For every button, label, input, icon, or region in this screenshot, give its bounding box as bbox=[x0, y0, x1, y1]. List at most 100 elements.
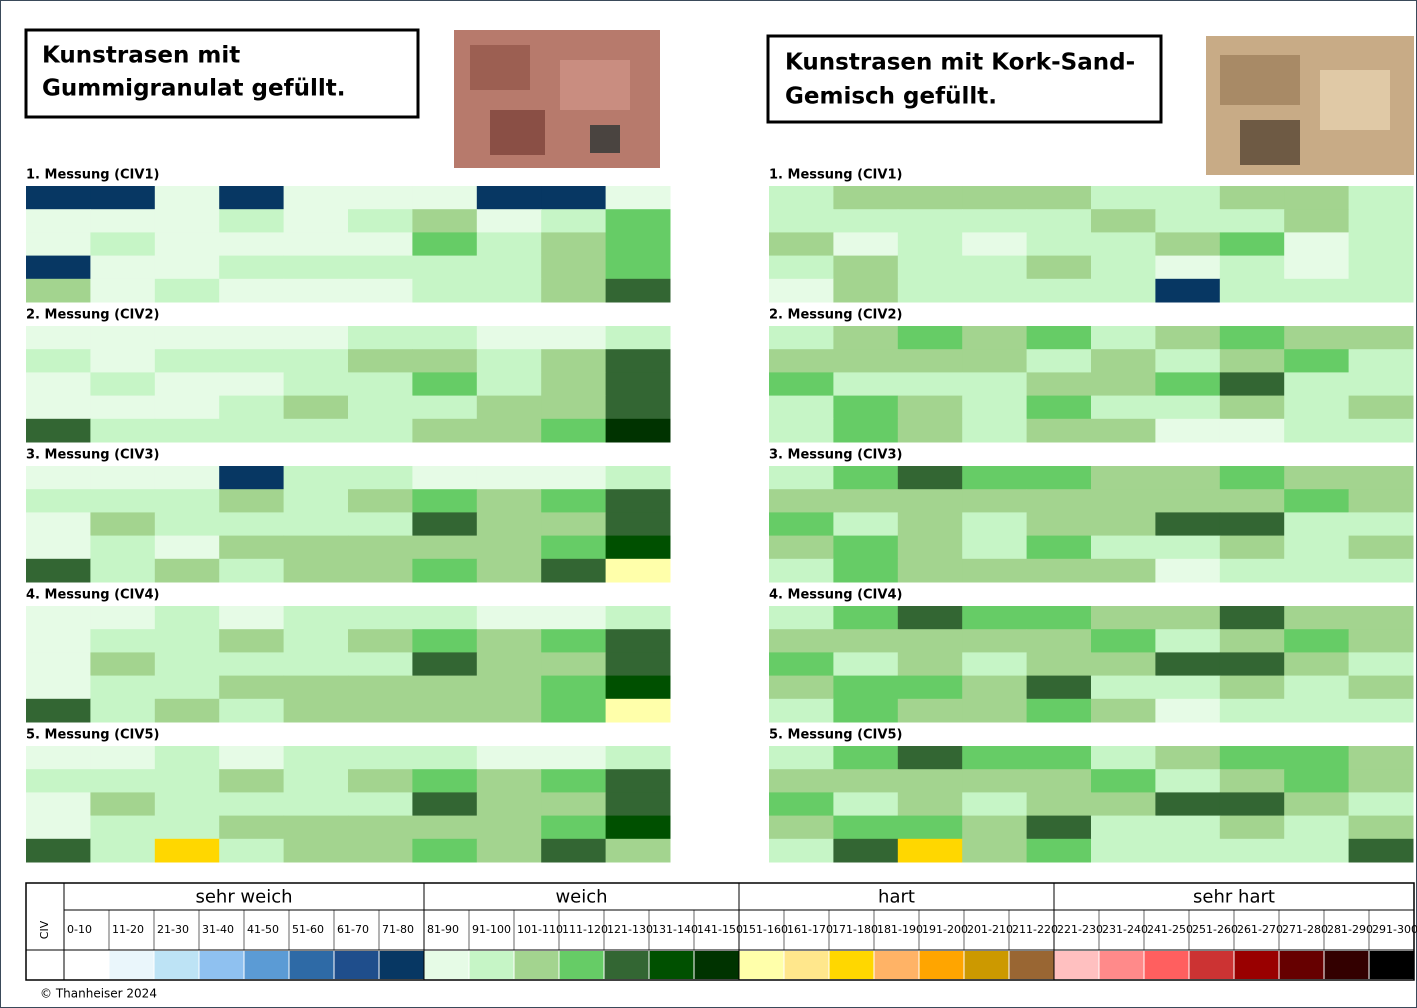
heat-cell bbox=[897, 675, 963, 700]
heat-cell bbox=[1219, 209, 1285, 233]
heat-cell bbox=[348, 792, 413, 817]
heat-cell bbox=[1348, 629, 1414, 653]
heat-cell bbox=[541, 675, 607, 700]
heat-cell bbox=[283, 815, 349, 840]
heat-cell bbox=[283, 746, 349, 770]
heat-cell bbox=[476, 466, 542, 490]
heat-cell bbox=[412, 558, 478, 583]
heat-cell bbox=[833, 698, 899, 723]
heat-cell bbox=[283, 512, 349, 537]
heat-cell bbox=[26, 838, 91, 863]
heat-cell bbox=[769, 466, 834, 490]
heat-cell bbox=[26, 489, 91, 513]
heat-cell bbox=[1155, 815, 1221, 840]
heat-cell bbox=[348, 629, 413, 653]
heat-cell bbox=[412, 466, 478, 490]
legend-range: 0-10 bbox=[67, 923, 92, 936]
heat-cell bbox=[1155, 535, 1221, 560]
heat-cell bbox=[412, 675, 478, 700]
heat-cell bbox=[1155, 606, 1221, 630]
panel-label: 4. Messung (CIV4) bbox=[769, 588, 902, 603]
legend-swatch bbox=[559, 951, 604, 979]
heat-cell bbox=[348, 769, 413, 793]
legend-swatch bbox=[1144, 951, 1189, 979]
heat-cell bbox=[219, 838, 285, 863]
heat-cell bbox=[1091, 675, 1156, 700]
legend-range: 81-90 bbox=[427, 923, 459, 936]
heat-cell bbox=[154, 255, 220, 280]
panel-label: 1. Messung (CIV1) bbox=[769, 168, 902, 183]
heat-cell bbox=[897, 232, 963, 257]
heat-cell bbox=[962, 255, 1028, 280]
heat-cell bbox=[1155, 769, 1221, 793]
heat-cell bbox=[1348, 326, 1414, 350]
heat-cell bbox=[897, 746, 963, 770]
legend-group: sehr weich bbox=[195, 887, 292, 908]
heat-cell bbox=[1219, 349, 1285, 373]
heat-cell bbox=[154, 792, 220, 817]
legend-swatch bbox=[109, 951, 154, 979]
heat-cell bbox=[833, 278, 899, 303]
heat-cell bbox=[1348, 838, 1414, 863]
legend-swatch bbox=[919, 951, 964, 979]
heat-cell bbox=[897, 418, 963, 443]
panel-label: 2. Messung (CIV2) bbox=[26, 308, 159, 323]
heat-cell bbox=[90, 815, 156, 840]
heat-cell bbox=[962, 209, 1028, 233]
heat-cell bbox=[605, 698, 671, 723]
heat-cell bbox=[154, 209, 220, 233]
heat-cell bbox=[26, 535, 91, 560]
legend-group: hart bbox=[878, 887, 915, 908]
heat-cell bbox=[1284, 489, 1350, 513]
heat-cell bbox=[605, 255, 671, 280]
heat-cell bbox=[1091, 349, 1156, 373]
heat-cell bbox=[605, 535, 671, 560]
legend-swatch bbox=[244, 951, 289, 979]
heat-cell bbox=[769, 815, 834, 840]
heat-cell bbox=[1026, 769, 1092, 793]
heat-cell bbox=[962, 698, 1028, 723]
heat-cell bbox=[897, 209, 963, 233]
heat-cell bbox=[26, 418, 91, 443]
heat-cell bbox=[283, 232, 349, 257]
heat-cell bbox=[1284, 746, 1350, 770]
heat-cell bbox=[154, 232, 220, 257]
heat-cell bbox=[897, 326, 963, 350]
heat-cell bbox=[412, 418, 478, 443]
heat-cell bbox=[1348, 395, 1414, 420]
legend-swatch bbox=[289, 951, 334, 979]
heat-cell bbox=[769, 418, 834, 443]
heat-cell bbox=[1155, 209, 1221, 233]
heat-cell bbox=[541, 558, 607, 583]
heat-cell bbox=[476, 558, 542, 583]
heat-cell bbox=[412, 255, 478, 280]
heat-cell bbox=[897, 558, 963, 583]
legend-range: 231-240 bbox=[1102, 923, 1148, 936]
heat-cell bbox=[769, 675, 834, 700]
legend-range: 201-210 bbox=[967, 923, 1013, 936]
heat-cell bbox=[1284, 466, 1350, 490]
heat-cell bbox=[476, 209, 542, 233]
heat-cell bbox=[1219, 512, 1285, 537]
heat-cell bbox=[769, 349, 834, 373]
heat-cell bbox=[219, 792, 285, 817]
heat-cell bbox=[283, 255, 349, 280]
heat-cell bbox=[1348, 769, 1414, 793]
heat-cell bbox=[962, 278, 1028, 303]
heat-cell bbox=[769, 255, 834, 280]
heat-cell bbox=[962, 535, 1028, 560]
heat-cell bbox=[26, 372, 91, 397]
heat-cell bbox=[897, 629, 963, 653]
heat-cell bbox=[897, 489, 963, 513]
heat-cell bbox=[26, 629, 91, 653]
heat-cell bbox=[283, 675, 349, 700]
heat-cell bbox=[1284, 838, 1350, 863]
heat-cell bbox=[1026, 512, 1092, 537]
title-box bbox=[24, 28, 420, 119]
heat-cell bbox=[962, 326, 1028, 350]
heat-cell bbox=[833, 466, 899, 490]
heat-cell bbox=[412, 792, 478, 817]
heat-cell bbox=[541, 792, 607, 817]
heat-cell bbox=[1155, 698, 1221, 723]
heat-cell bbox=[412, 326, 478, 350]
